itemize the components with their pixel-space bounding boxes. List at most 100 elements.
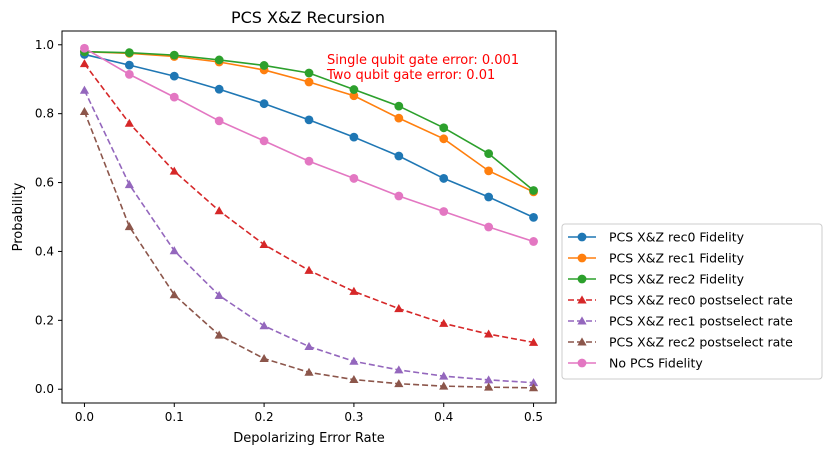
data-point <box>529 237 538 246</box>
data-point <box>349 174 359 183</box>
data-point <box>484 222 494 232</box>
data-point <box>304 367 314 376</box>
data-point <box>484 382 494 391</box>
data-point <box>259 239 269 249</box>
data-point <box>394 101 404 111</box>
series-7 <box>80 43 538 246</box>
data-point <box>124 180 134 189</box>
data-point <box>214 290 224 299</box>
x-tick-label: 0.5 <box>524 410 543 424</box>
y-axis: 0.0 0.2 0.4 0.6 0.8 1.0 <box>35 38 62 396</box>
data-point <box>214 116 224 126</box>
legend-swatch-marker <box>577 358 587 368</box>
data-point <box>124 118 134 127</box>
chart-title: PCS X&Z Recursion <box>231 8 385 27</box>
annotation-single-qubit: Single qubit gate error: 0.001 <box>327 53 519 68</box>
data-point <box>124 70 134 79</box>
legend: PCS X&Z rec0 Fidelity PCS X&Z rec1 Fideli… <box>561 223 823 380</box>
data-point <box>124 48 134 58</box>
data-point <box>484 375 494 384</box>
data-point <box>169 71 179 81</box>
series-3 <box>80 47 538 195</box>
data-point <box>304 77 314 87</box>
data-point <box>304 68 314 78</box>
x-tick-label: 0.0 <box>75 410 94 424</box>
data-point <box>394 113 404 123</box>
annotation-two-qubit: Two qubit gate error: 0.01 <box>326 68 495 83</box>
data-point <box>349 286 359 295</box>
data-point <box>259 61 269 70</box>
data-point <box>349 85 359 94</box>
data-point <box>79 107 90 116</box>
data-point <box>349 374 359 384</box>
x-tick-label: 0.2 <box>255 410 274 424</box>
y-tick-label: 1.0 <box>35 38 54 52</box>
legend-label: PCS X&Z rec2 postselect rate <box>609 335 793 350</box>
data-point <box>439 318 449 327</box>
data-point <box>349 132 359 142</box>
data-point <box>439 371 449 380</box>
data-point <box>214 206 224 215</box>
data-point <box>484 166 494 176</box>
data-point <box>394 191 404 201</box>
data-point <box>528 337 539 346</box>
y-tick-label: 0.8 <box>35 107 54 121</box>
plot-area <box>79 43 539 392</box>
series-1 <box>80 50 538 222</box>
data-point <box>214 55 224 65</box>
data-point <box>304 341 314 350</box>
data-point <box>394 365 404 374</box>
data-point <box>349 356 359 365</box>
data-point <box>439 207 449 216</box>
legend-label: PCS X&Z rec1 Fidelity <box>609 251 745 266</box>
data-point <box>484 192 494 202</box>
x-tick-label: 0.3 <box>344 410 363 424</box>
y-axis-label: Probability <box>11 182 26 251</box>
data-point <box>169 166 179 175</box>
x-tick-label: 0.4 <box>434 410 453 424</box>
data-point <box>124 60 134 70</box>
legend-swatch-marker <box>577 316 587 325</box>
data-point <box>124 222 134 231</box>
data-point <box>394 151 404 161</box>
data-point <box>484 149 494 159</box>
legend-swatch-marker <box>577 337 587 346</box>
data-point <box>79 59 90 68</box>
legend-frame <box>561 223 823 380</box>
legend-label: PCS X&Z rec0 Fidelity <box>609 230 745 245</box>
data-point <box>528 378 539 387</box>
data-point <box>439 134 449 144</box>
data-point <box>169 290 179 299</box>
series-6 <box>79 107 539 392</box>
y-tick-label: 0.2 <box>35 313 54 327</box>
data-point <box>169 92 179 102</box>
data-point <box>528 383 539 392</box>
data-point <box>484 329 494 338</box>
data-point <box>259 321 269 330</box>
data-point <box>259 353 269 363</box>
series-4 <box>79 59 539 346</box>
data-point <box>439 123 449 133</box>
legend-label: No PCS Fidelity <box>609 356 703 371</box>
y-tick-label: 0.6 <box>35 176 54 190</box>
y-tick-label: 0.4 <box>35 244 54 258</box>
data-point <box>169 50 179 60</box>
data-point <box>304 156 314 166</box>
x-axis-label: Depolarizing Error Rate <box>233 431 384 446</box>
data-point <box>259 136 269 146</box>
legend-label: PCS X&Z rec1 postselect rate <box>609 314 793 329</box>
data-point <box>214 330 224 339</box>
data-point <box>169 246 179 255</box>
data-point <box>304 265 314 274</box>
x-axis: 0.0 0.1 0.2 0.3 0.4 0.5 <box>75 403 543 424</box>
data-point <box>259 99 269 109</box>
legend-swatch-marker <box>577 232 587 242</box>
legend-swatch-marker <box>577 274 587 284</box>
legend-label: PCS X&Z rec2 Fidelity <box>609 272 745 287</box>
data-point <box>439 174 449 183</box>
y-tick-label: 0.0 <box>35 382 54 396</box>
data-point <box>394 304 404 313</box>
data-point <box>529 212 538 222</box>
legend-swatch-marker <box>577 253 587 263</box>
